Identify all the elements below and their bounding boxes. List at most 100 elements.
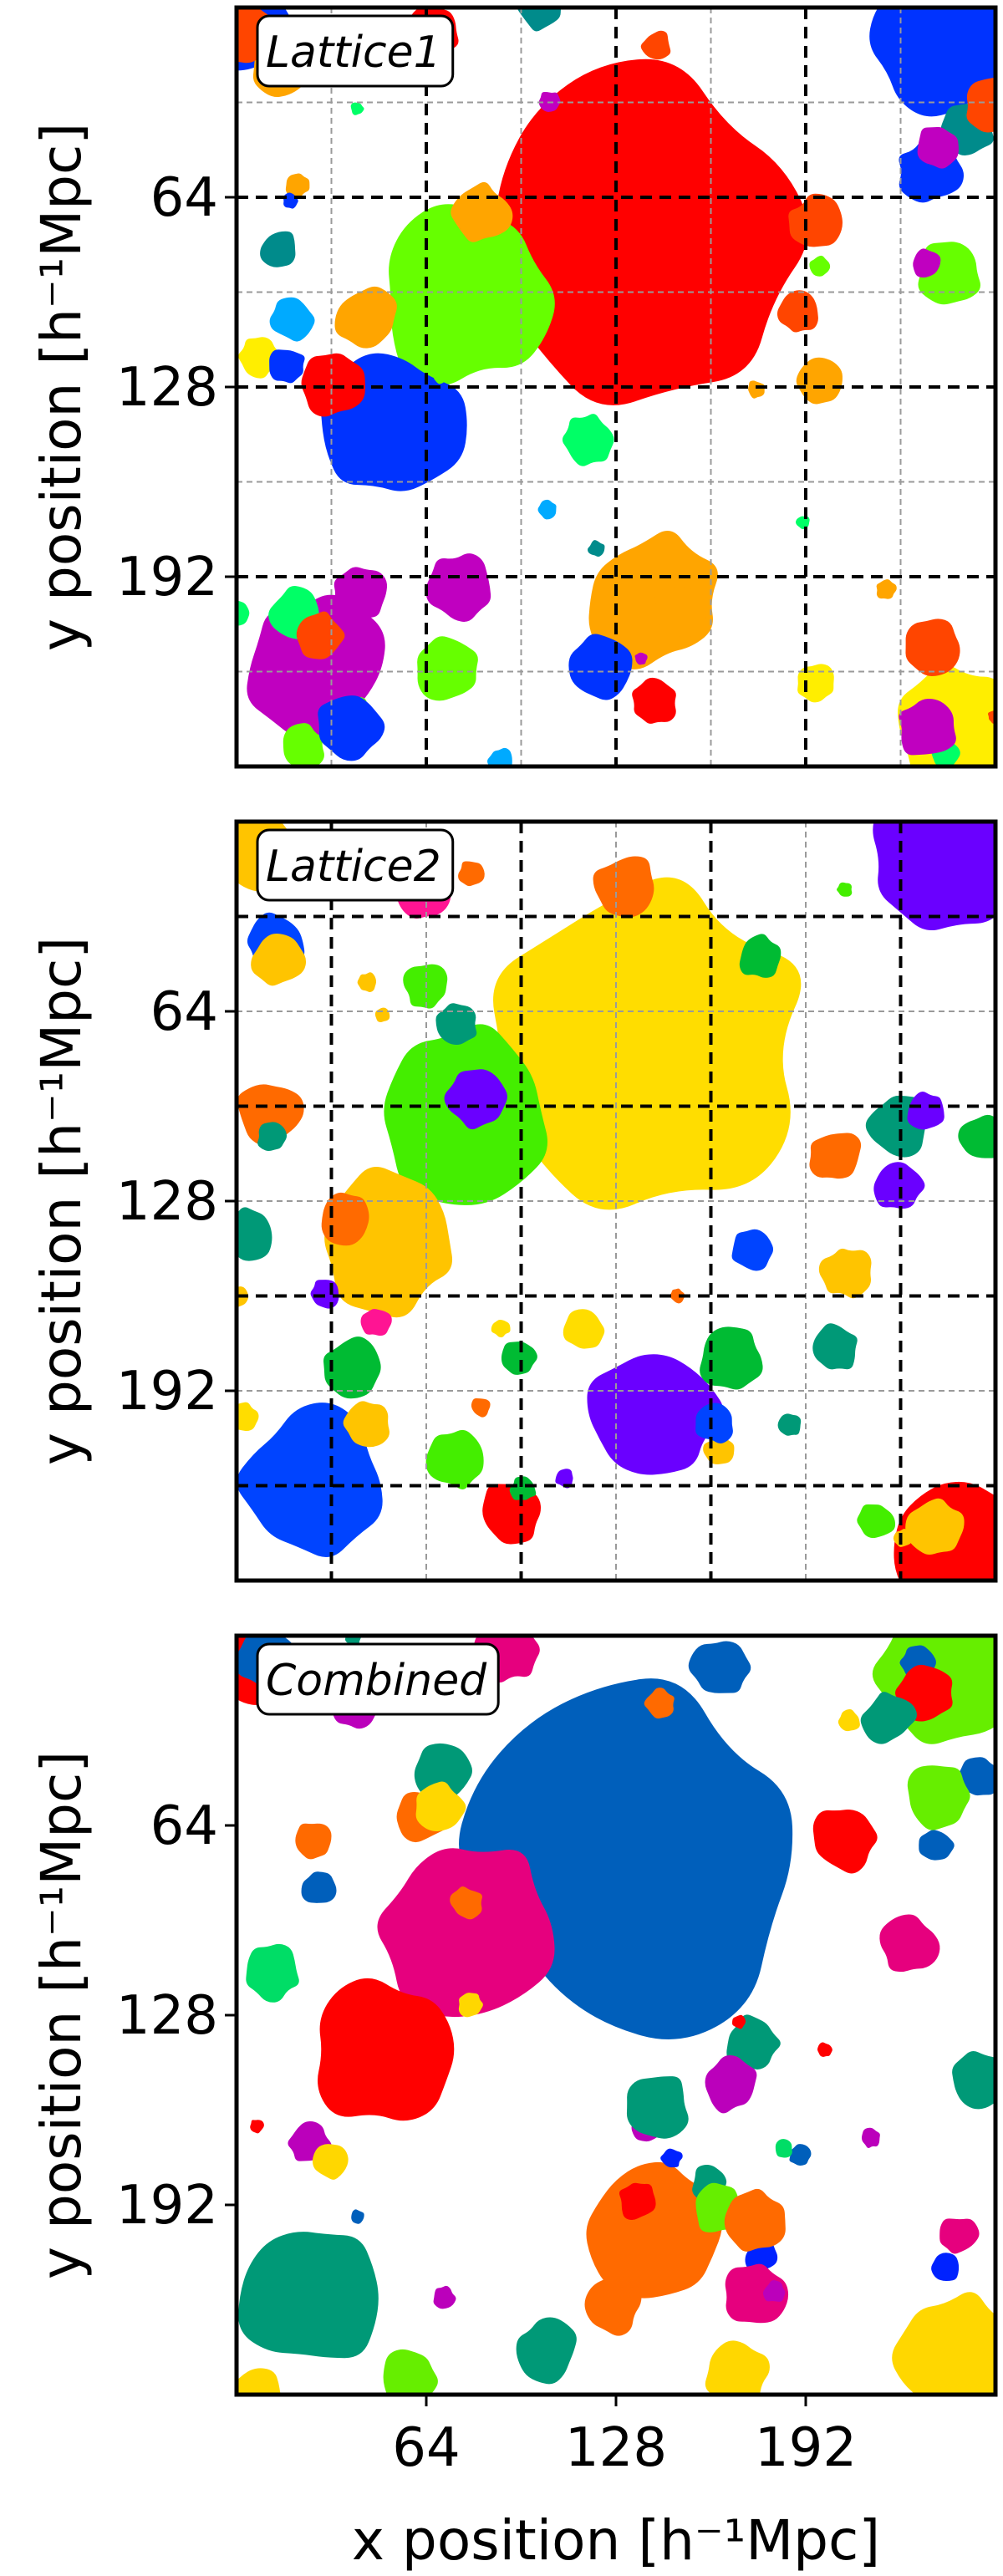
region bbox=[695, 1403, 733, 1444]
region bbox=[788, 193, 843, 247]
region bbox=[403, 964, 448, 1009]
region bbox=[812, 1323, 858, 1370]
x-tick-label: 192 bbox=[755, 2417, 857, 2479]
region bbox=[301, 1871, 337, 1903]
panel-label: Lattice2 bbox=[256, 828, 455, 902]
region bbox=[471, 1397, 491, 1418]
panel-label: Lattice1 bbox=[256, 14, 455, 88]
region bbox=[415, 1781, 466, 1832]
region bbox=[389, 204, 555, 386]
region bbox=[351, 2209, 364, 2224]
region bbox=[664, 2194, 691, 2221]
panel-label-text: Combined bbox=[266, 1656, 487, 1706]
region bbox=[383, 2349, 438, 2395]
field-map bbox=[237, 8, 995, 766]
region bbox=[876, 579, 897, 599]
region bbox=[777, 1413, 802, 1436]
region bbox=[725, 2263, 789, 2324]
region bbox=[433, 2285, 456, 2309]
region bbox=[688, 1641, 751, 1693]
region bbox=[237, 1207, 272, 1261]
panel-2: Lattice2 64 128 192 y position [h⁻¹Mpc] bbox=[29, 819, 998, 1583]
region bbox=[285, 173, 310, 198]
region bbox=[588, 540, 605, 557]
region bbox=[414, 1743, 472, 1800]
region bbox=[237, 600, 250, 626]
y-axis-title: y position [h⁻¹Mpc] bbox=[29, 123, 94, 651]
large-region bbox=[495, 59, 808, 405]
field-map bbox=[237, 1636, 995, 2395]
region bbox=[731, 1229, 774, 1271]
region bbox=[705, 2055, 757, 2114]
region bbox=[435, 1003, 477, 1046]
region bbox=[931, 2253, 960, 2282]
region bbox=[501, 1341, 537, 1375]
y-tick-label: 128 bbox=[116, 357, 218, 419]
region bbox=[321, 1192, 369, 1246]
region bbox=[350, 102, 364, 115]
region bbox=[705, 2340, 770, 2395]
region bbox=[250, 2120, 264, 2134]
region bbox=[283, 723, 324, 766]
region bbox=[238, 2232, 379, 2359]
region bbox=[458, 861, 485, 887]
region bbox=[417, 636, 478, 701]
region bbox=[343, 1401, 389, 1448]
region bbox=[517, 8, 562, 32]
region bbox=[237, 1402, 259, 1432]
region bbox=[395, 1140, 412, 1158]
region bbox=[836, 882, 853, 897]
region bbox=[762, 2280, 786, 2302]
y-tick-label: 192 bbox=[116, 1361, 218, 1423]
region bbox=[905, 619, 960, 676]
region bbox=[907, 1765, 970, 1830]
region bbox=[619, 2182, 656, 2221]
y-tick-label: 192 bbox=[116, 547, 218, 608]
y-axis-title: y position [h⁻¹Mpc] bbox=[29, 1751, 94, 2279]
region bbox=[487, 747, 512, 766]
region bbox=[318, 695, 385, 761]
region bbox=[555, 1469, 573, 1489]
region bbox=[333, 567, 388, 619]
region bbox=[809, 255, 831, 277]
region bbox=[732, 2014, 746, 2029]
panel-label: Combined bbox=[256, 1642, 500, 1716]
region bbox=[797, 664, 834, 703]
panel-label-box bbox=[256, 828, 455, 902]
panel-label-box bbox=[256, 14, 455, 88]
region bbox=[857, 1504, 896, 1539]
region bbox=[584, 2275, 642, 2336]
region bbox=[593, 856, 654, 918]
region bbox=[562, 414, 614, 466]
large-region bbox=[493, 877, 802, 1210]
region bbox=[640, 30, 671, 60]
region bbox=[433, 368, 449, 384]
region bbox=[812, 1809, 878, 1874]
region bbox=[917, 127, 959, 169]
region bbox=[516, 2317, 577, 2385]
region bbox=[632, 677, 676, 724]
region bbox=[818, 1248, 872, 1299]
region bbox=[905, 1498, 965, 1555]
region bbox=[237, 1084, 304, 1146]
region bbox=[899, 698, 956, 756]
region bbox=[444, 1069, 508, 1130]
region bbox=[626, 2076, 689, 2139]
region bbox=[879, 1914, 940, 1973]
region bbox=[747, 380, 765, 399]
region bbox=[587, 1354, 724, 1475]
region bbox=[318, 1978, 455, 2121]
region bbox=[644, 1688, 675, 1719]
region bbox=[295, 1823, 332, 1860]
y-tick-label: 64 bbox=[150, 981, 218, 1043]
y-tick-label: 64 bbox=[150, 167, 218, 229]
y-tick-label: 192 bbox=[116, 2175, 218, 2237]
region bbox=[958, 1114, 995, 1158]
region bbox=[323, 1336, 381, 1399]
region bbox=[251, 933, 307, 986]
region bbox=[334, 286, 397, 349]
region bbox=[269, 297, 315, 342]
panel-1: Lattice1 64 128 192 y position [h⁻¹Mpc] bbox=[29, 5, 998, 769]
y-axis-title: y position [h⁻¹Mpc] bbox=[29, 937, 94, 1465]
